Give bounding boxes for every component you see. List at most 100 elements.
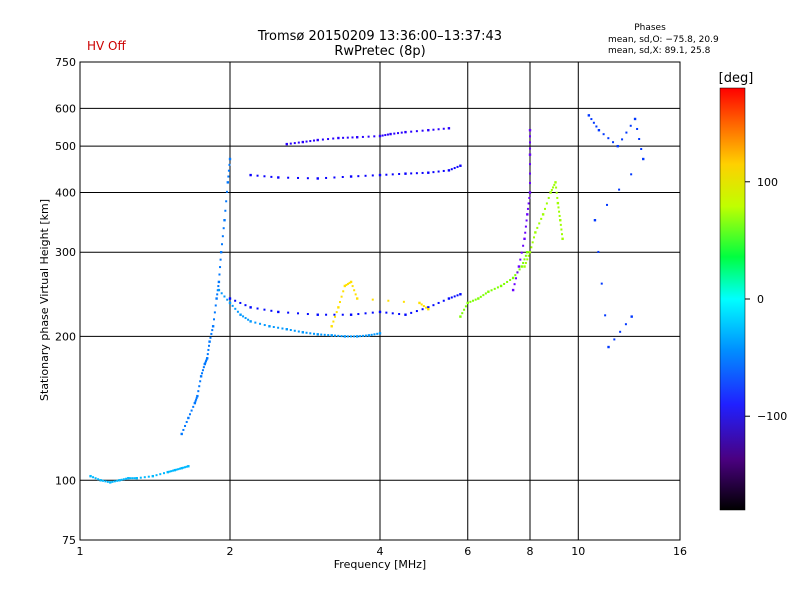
data-point bbox=[355, 136, 359, 139]
data-point bbox=[226, 298, 229, 301]
data-point bbox=[111, 480, 114, 483]
x-tick-label: 4 bbox=[377, 545, 384, 558]
data-point bbox=[222, 227, 225, 230]
data-point bbox=[337, 306, 340, 309]
y-tick-label: 400 bbox=[55, 186, 76, 199]
data-point bbox=[223, 219, 226, 222]
data-point bbox=[249, 306, 252, 309]
data-point bbox=[556, 196, 559, 199]
data-point bbox=[362, 334, 365, 337]
colorbar-tick-label: 0 bbox=[757, 293, 764, 306]
data-point bbox=[219, 258, 222, 261]
data-point bbox=[133, 477, 136, 480]
data-point bbox=[239, 301, 242, 304]
data-point bbox=[321, 138, 324, 141]
data-point bbox=[249, 320, 252, 323]
data-point bbox=[559, 219, 562, 222]
data-point bbox=[456, 165, 459, 168]
data-point bbox=[227, 175, 230, 178]
data-point bbox=[523, 258, 526, 261]
data-point bbox=[349, 280, 353, 284]
data-point bbox=[437, 301, 440, 304]
data-point bbox=[207, 344, 210, 347]
data-point bbox=[190, 409, 193, 412]
data-point bbox=[540, 217, 543, 220]
data-point bbox=[355, 297, 359, 300]
data-point bbox=[593, 219, 597, 222]
colorbar bbox=[719, 87, 746, 511]
data-point bbox=[490, 289, 493, 292]
data-point bbox=[373, 135, 376, 138]
data-point bbox=[437, 170, 440, 173]
data-point bbox=[364, 312, 367, 315]
data-point bbox=[330, 334, 333, 337]
data-point bbox=[371, 298, 374, 301]
data-point bbox=[597, 250, 600, 253]
data-point bbox=[201, 372, 204, 375]
data-point bbox=[127, 477, 130, 480]
y-tick-label: 500 bbox=[55, 140, 76, 153]
x-tick-label: 1 bbox=[77, 545, 84, 558]
data-point bbox=[463, 308, 466, 311]
data-point bbox=[244, 317, 247, 320]
data-point bbox=[196, 394, 199, 398]
data-point bbox=[316, 177, 319, 180]
data-point bbox=[234, 307, 237, 310]
data-point bbox=[381, 134, 384, 137]
data-point bbox=[277, 310, 280, 314]
data-point bbox=[398, 173, 401, 176]
data-point bbox=[227, 169, 230, 172]
data-point bbox=[421, 129, 424, 132]
data-point bbox=[447, 297, 451, 300]
data-point bbox=[425, 306, 428, 309]
data-point bbox=[185, 465, 188, 468]
data-point bbox=[503, 282, 506, 285]
data-point bbox=[553, 183, 556, 186]
x-axis-ticks: 1 2 4 6 8 10 16 bbox=[77, 545, 688, 558]
data-point bbox=[515, 277, 518, 280]
data-point bbox=[607, 137, 610, 140]
x-tick-label: 6 bbox=[464, 545, 471, 558]
data-point bbox=[118, 479, 121, 482]
data-point bbox=[263, 324, 266, 327]
data-point bbox=[228, 163, 231, 166]
data-point bbox=[528, 196, 531, 199]
data-point bbox=[427, 128, 430, 132]
data-point bbox=[391, 312, 394, 315]
data-point bbox=[523, 237, 526, 241]
data-point bbox=[517, 265, 521, 268]
data-point bbox=[442, 127, 445, 130]
data-point bbox=[386, 133, 389, 136]
data-point bbox=[297, 141, 300, 144]
data-point bbox=[361, 135, 364, 138]
data-point bbox=[523, 265, 526, 268]
data-point bbox=[353, 335, 356, 338]
data-point bbox=[526, 207, 529, 210]
data-point bbox=[348, 281, 351, 284]
data-point bbox=[555, 186, 558, 189]
data-point bbox=[212, 318, 215, 321]
data-point bbox=[385, 173, 388, 176]
data-point bbox=[359, 335, 362, 338]
data-point bbox=[590, 118, 593, 121]
data-point bbox=[135, 477, 138, 480]
data-point bbox=[612, 141, 615, 144]
data-point bbox=[293, 329, 296, 332]
data-point bbox=[420, 303, 423, 306]
data-point bbox=[219, 266, 222, 269]
data-point bbox=[194, 400, 197, 403]
data-point bbox=[633, 117, 637, 121]
data-point bbox=[371, 311, 374, 314]
data-point bbox=[208, 340, 211, 343]
data-point bbox=[225, 200, 228, 203]
data-point bbox=[630, 315, 633, 318]
data-point bbox=[558, 210, 561, 213]
data-point bbox=[469, 300, 472, 303]
data-point bbox=[400, 131, 403, 134]
data-point bbox=[187, 465, 190, 468]
data-point bbox=[341, 313, 344, 316]
data-point bbox=[166, 470, 169, 474]
data-point bbox=[625, 131, 628, 134]
data-point bbox=[256, 307, 259, 310]
data-point bbox=[474, 298, 477, 301]
